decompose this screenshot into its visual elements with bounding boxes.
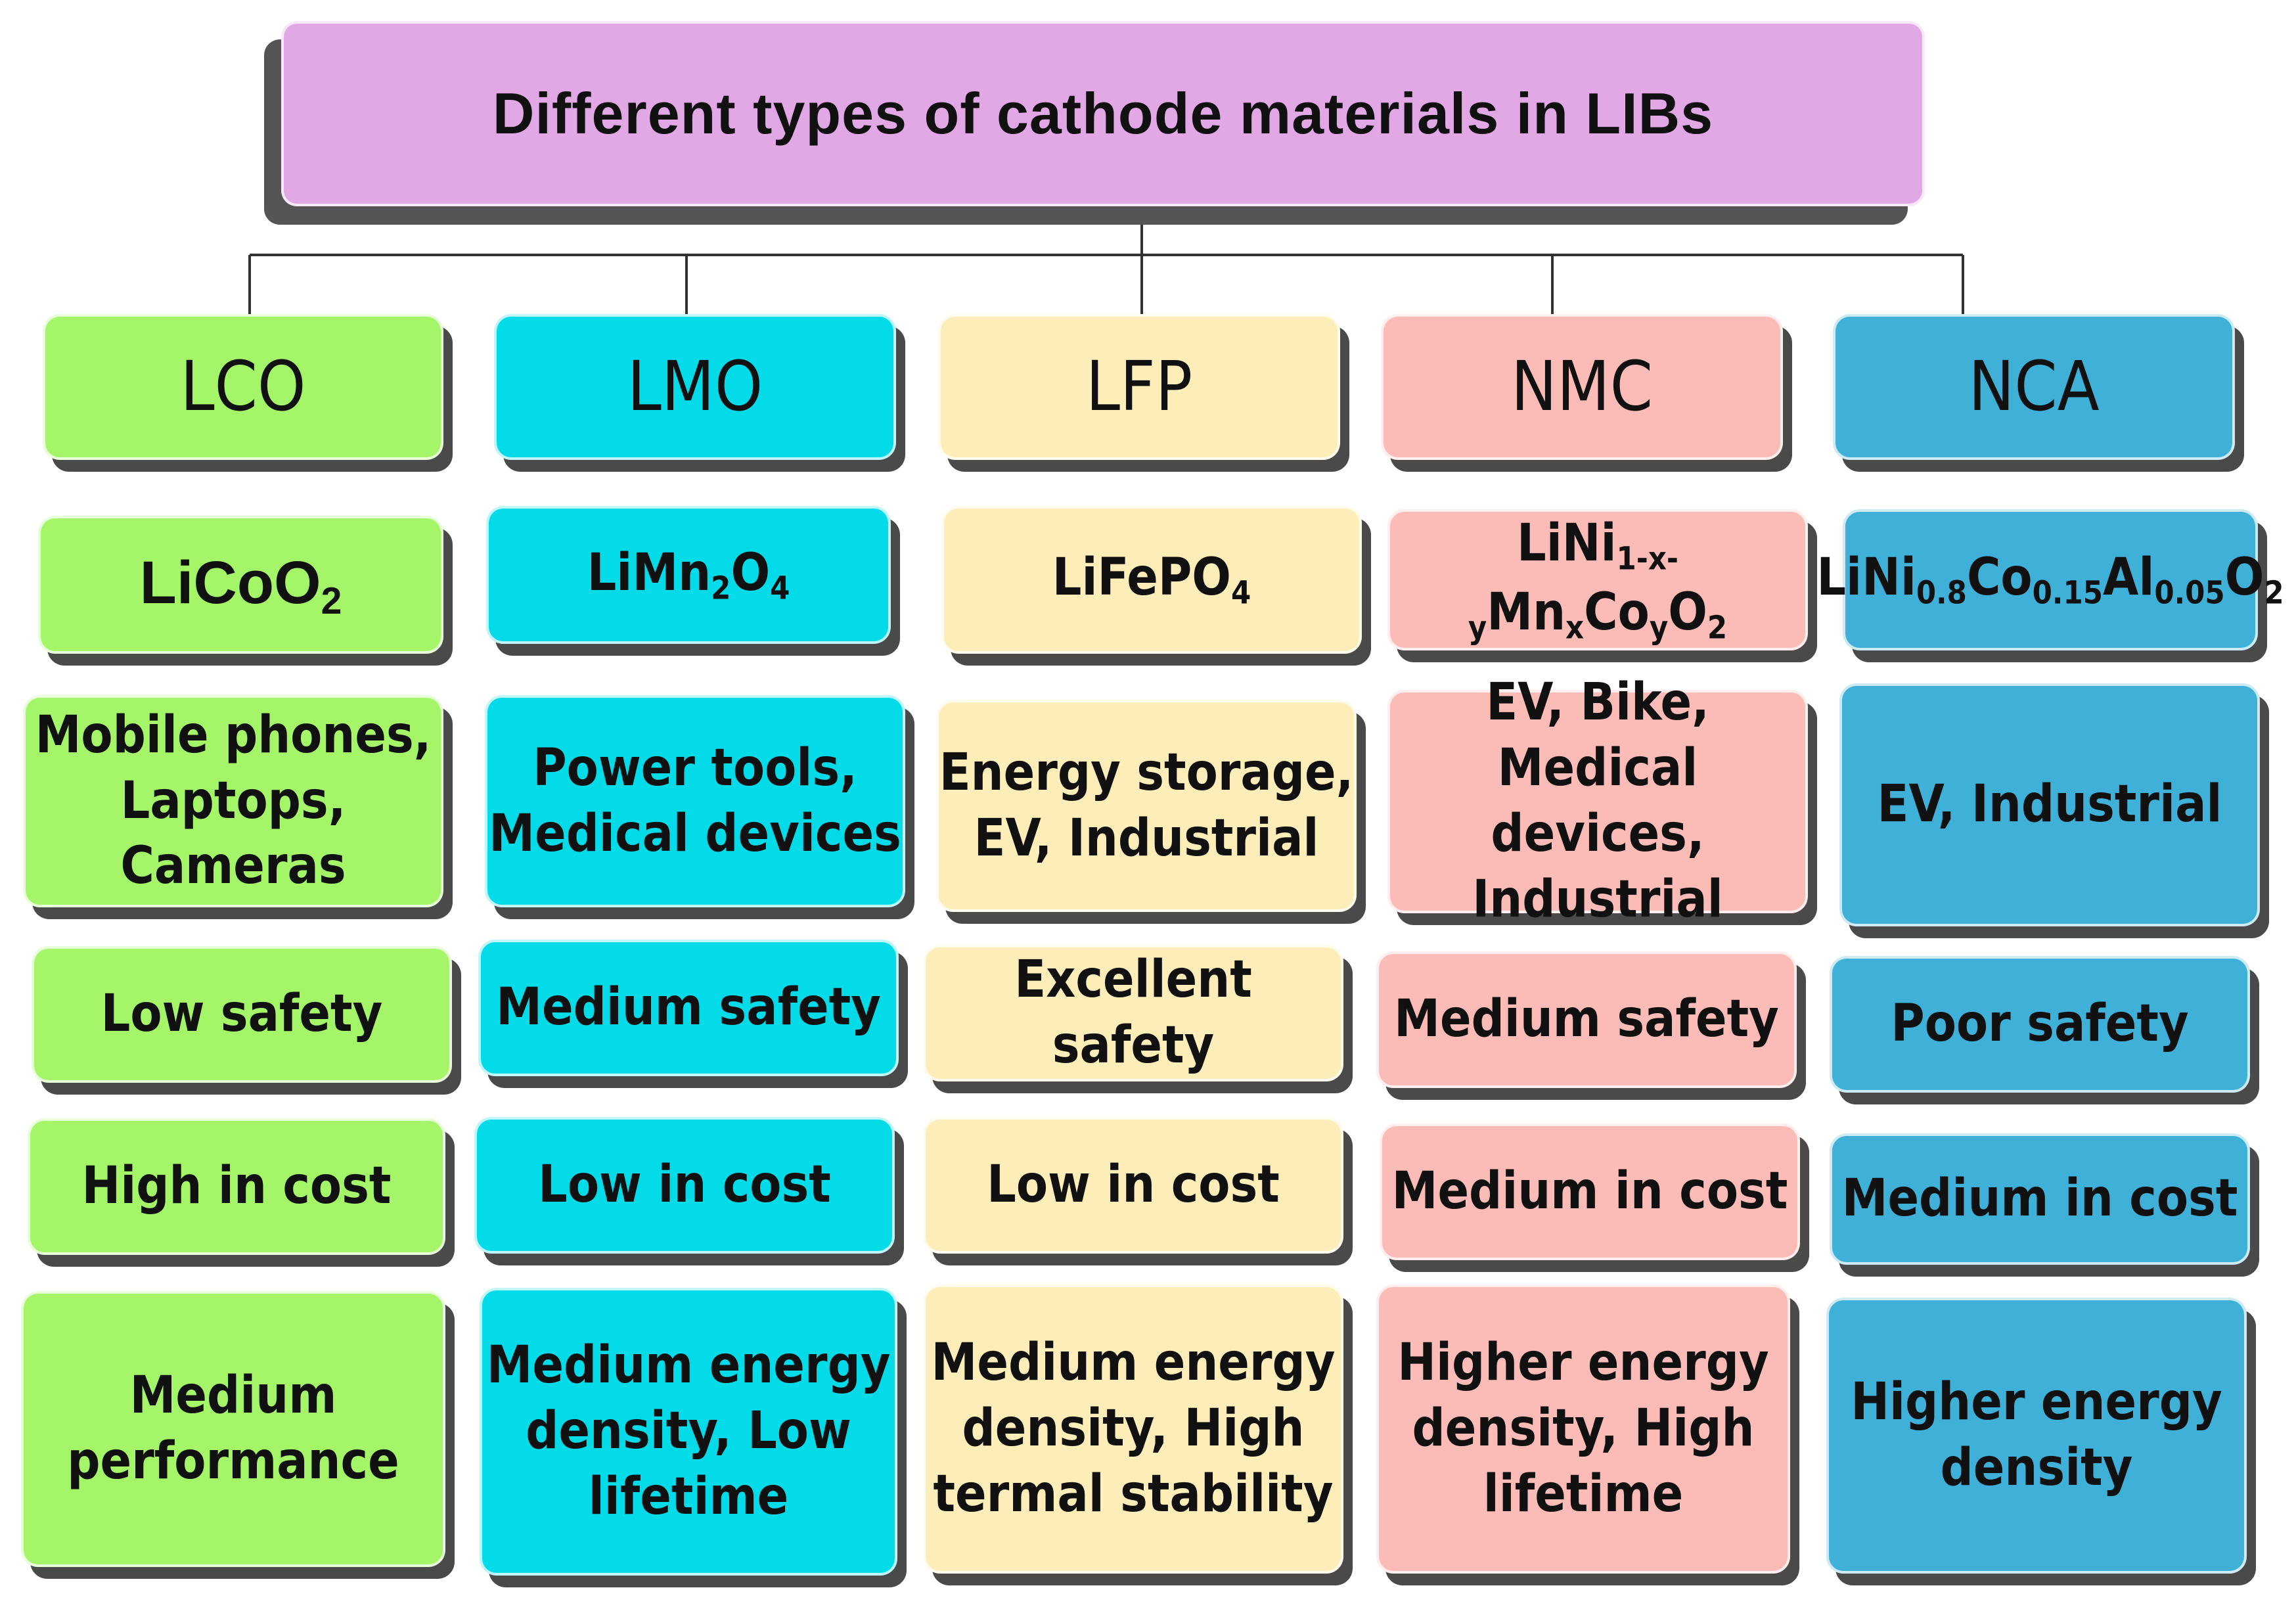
- nca-cost: Medium in cost: [1841, 1169, 2238, 1229]
- nmc-cost: Medium in cost: [1391, 1162, 1788, 1221]
- lfp-performance-line1: Medium energy: [931, 1333, 1336, 1393]
- lco-applications-box: Mobile phones, Laptops, Cameras: [23, 695, 443, 907]
- nmc-header: NMC: [1510, 346, 1654, 427]
- lco-performance-line1: Medium: [129, 1366, 337, 1426]
- lfp-applications-line1: Energy storage,: [939, 742, 1354, 802]
- nca-header: NCA: [1968, 346, 2100, 427]
- nmc-safety: Medium safety: [1394, 989, 1779, 1049]
- lmo-formula: LiMn2O4: [587, 543, 790, 607]
- lfp-cost: Low in cost: [987, 1155, 1280, 1215]
- nmc-formula-box: LiNi1-x-yMnxCoyO2: [1387, 509, 1808, 650]
- nmc-cost-box: Medium in cost: [1380, 1124, 1800, 1260]
- lco-performance-box: Medium performance: [21, 1291, 445, 1567]
- nca-safety: Poor safety: [1891, 994, 2189, 1054]
- lfp-performance-box: Medium energy density, High termal stabi…: [923, 1284, 1343, 1574]
- lmo-applications-box: Power tools, Medical devices: [485, 695, 905, 907]
- lco-performance-line2: performance: [67, 1432, 399, 1491]
- nca-formula: LiNi0.8Co0.15Al0.05O2: [1816, 548, 2284, 612]
- lmo-header-box: LMO: [494, 314, 896, 460]
- lmo-cost-box: Low in cost: [474, 1117, 895, 1254]
- lfp-applications-line2: EV, Industrial: [974, 808, 1319, 868]
- lmo-safety-box: Medium safety: [478, 940, 899, 1076]
- lco-applications-line2: Laptops, Cameras: [120, 771, 346, 896]
- lmo-performance-line3: lifetime: [588, 1466, 789, 1526]
- lfp-formula-box: LiFePO4: [941, 506, 1362, 654]
- lfp-performance-line3: termal stability: [933, 1464, 1334, 1524]
- lmo-formula-box: LiMn2O4: [486, 506, 891, 644]
- lco-cost: High in cost: [81, 1156, 392, 1216]
- lco-formula-box: LiCoO2: [38, 516, 443, 654]
- lfp-header-box: LFP: [938, 314, 1340, 460]
- nmc-formula: LiNi1-x-yMnxCoyO2: [1468, 514, 1728, 647]
- nmc-safety-box: Medium safety: [1376, 951, 1797, 1088]
- lco-header-box: LCO: [43, 314, 443, 460]
- nca-cost-box: Medium in cost: [1830, 1133, 2250, 1265]
- nmc-header-box: NMC: [1381, 314, 1783, 460]
- lfp-safety: Excellent safety: [1014, 950, 1252, 1075]
- nca-safety-box: Poor safety: [1830, 956, 2250, 1093]
- lco-safety-box: Low safety: [32, 946, 452, 1083]
- lmo-performance-box: Medium energy density, Low lifetime: [480, 1288, 897, 1576]
- lco-formula: LiCoO2: [139, 549, 342, 622]
- lmo-performance-line2: density, Low: [526, 1401, 851, 1461]
- nmc-performance-line3: lifetime: [1483, 1464, 1684, 1524]
- lfp-performance-line2: density, High: [962, 1399, 1305, 1459]
- nmc-applications-box: EV, Bike, Medical devices, Industrial: [1387, 673, 1808, 929]
- lfp-formula: LiFePO4: [1052, 548, 1251, 612]
- lmo-cost: Low in cost: [538, 1155, 831, 1215]
- lfp-header: LFP: [1085, 346, 1193, 427]
- nca-applications-line1: EV, Industrial: [1877, 775, 2222, 834]
- nca-performance-line2: density: [1940, 1438, 2133, 1497]
- nmc-performance-line1: Higher energy: [1397, 1333, 1769, 1393]
- lfp-applications-box: Energy storage, EV, Industrial: [936, 700, 1357, 912]
- lmo-safety: Medium safety: [496, 978, 881, 1037]
- diagram-title: Different types of cathode materials in …: [492, 80, 1714, 146]
- nca-applications-box: EV, Industrial: [1839, 683, 2260, 926]
- lco-safety: Low safety: [101, 984, 383, 1044]
- nmc-applications-line2: devices, Industrial: [1472, 804, 1723, 929]
- lfp-cost-box: Low in cost: [923, 1117, 1343, 1254]
- nca-formula-box: LiNi0.8Co0.15Al0.05O2: [1816, 509, 2284, 650]
- nmc-applications-line1: EV, Bike, Medical: [1486, 673, 1709, 798]
- lfp-safety-box: Excellent safety: [923, 945, 1343, 1081]
- nmc-performance-line2: density, High: [1412, 1399, 1755, 1459]
- title-box: Different types of cathode materials in …: [281, 21, 1925, 206]
- lmo-header: LMO: [627, 346, 763, 427]
- lco-cost-box: High in cost: [28, 1118, 445, 1255]
- nca-performance-box: Higher energy density: [1826, 1298, 2247, 1574]
- nca-header-box: NCA: [1833, 314, 2235, 460]
- lmo-performance-line1: Medium energy: [486, 1336, 891, 1396]
- lco-applications-line1: Mobile phones,: [35, 705, 432, 765]
- nmc-performance-box: Higher energy density, High lifetime: [1376, 1284, 1790, 1574]
- lco-header: LCO: [180, 346, 306, 427]
- lmo-applications-line1: Power tools,: [533, 738, 857, 798]
- nca-performance-line1: Higher energy: [1851, 1373, 2222, 1432]
- lmo-applications-line2: Medical devices: [489, 804, 901, 863]
